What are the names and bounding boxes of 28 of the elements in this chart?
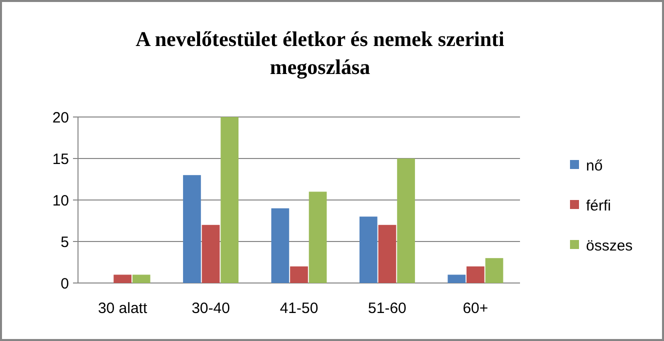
x-tick-label: 60+ xyxy=(462,300,488,317)
y-tick-label: 10 xyxy=(52,192,69,210)
bar xyxy=(397,158,415,283)
bar xyxy=(202,224,220,283)
y-tick-label: 5 xyxy=(60,234,69,251)
y-tick-label: 20 xyxy=(52,109,69,126)
x-tick-label: 41-50 xyxy=(280,300,318,317)
x-tick-label: 30-40 xyxy=(192,300,230,317)
legend-label: nő xyxy=(586,157,603,174)
bar xyxy=(448,274,466,283)
bar xyxy=(220,117,239,283)
chart-title: A nevelőtestület életkor és nemek szerinti megoszlása xyxy=(136,27,505,79)
bar xyxy=(359,216,378,283)
bar xyxy=(290,266,308,283)
y-tick-label: 0 xyxy=(60,275,69,292)
bar xyxy=(183,175,201,283)
x-tick-label: 30 alatt xyxy=(98,300,148,317)
y-tick-label: 15 xyxy=(52,150,69,168)
legend-label: férfi xyxy=(586,197,612,214)
x-tick-label: 51-60 xyxy=(368,300,406,317)
bar xyxy=(114,274,132,283)
bar xyxy=(308,192,327,283)
bar xyxy=(466,266,484,283)
bar xyxy=(378,224,396,283)
bar xyxy=(132,274,150,283)
legend-label: összes xyxy=(586,237,633,254)
bar xyxy=(485,258,504,283)
bar xyxy=(271,208,290,283)
